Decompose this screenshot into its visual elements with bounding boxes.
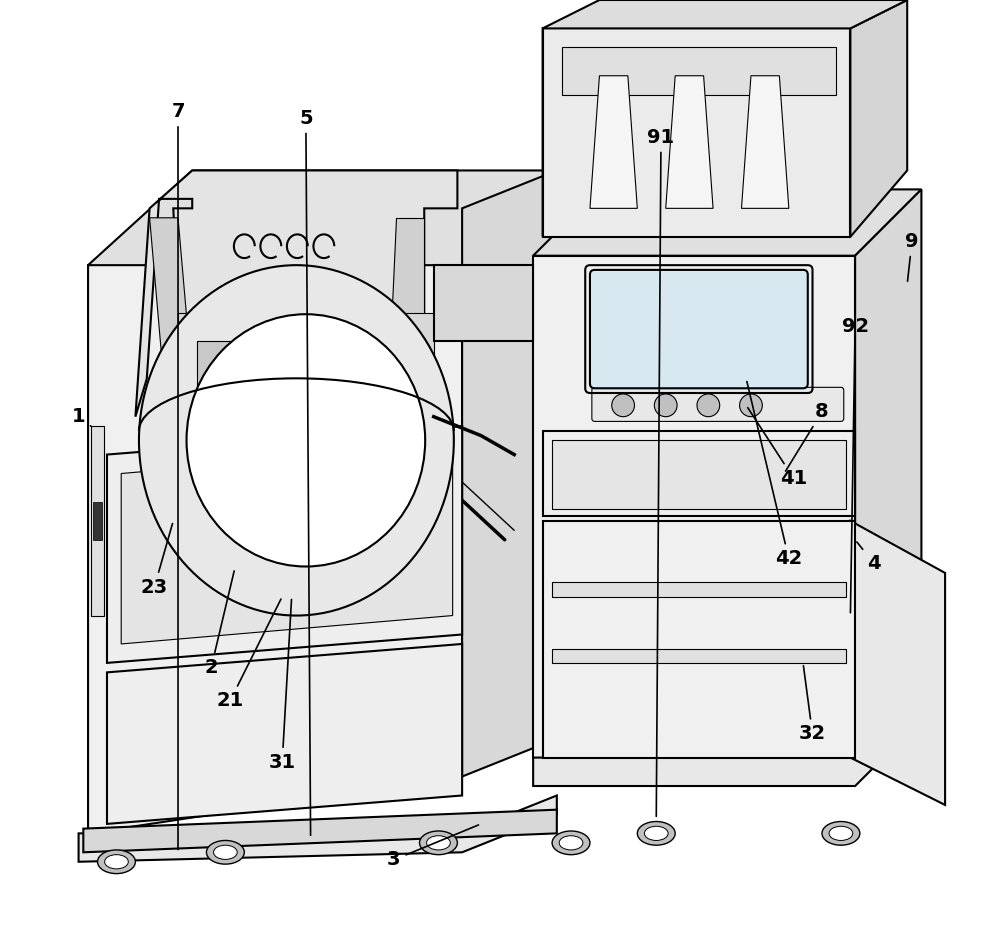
Polygon shape [562,47,836,95]
Polygon shape [850,0,907,237]
Text: 1: 1 [72,407,91,426]
Text: 7: 7 [171,102,185,849]
Ellipse shape [644,826,668,841]
Ellipse shape [214,845,237,860]
Text: 8: 8 [786,402,829,471]
Ellipse shape [206,841,244,864]
Text: 4: 4 [857,542,881,573]
Polygon shape [533,256,855,758]
Text: 9: 9 [905,232,919,281]
Circle shape [697,394,720,417]
Ellipse shape [139,265,454,616]
Text: 91: 91 [647,128,675,816]
FancyBboxPatch shape [590,270,808,388]
Text: 42: 42 [747,382,802,568]
Polygon shape [855,189,921,758]
Ellipse shape [829,826,853,841]
Polygon shape [590,76,637,208]
Polygon shape [543,0,907,28]
Text: 23: 23 [141,524,173,597]
Text: 21: 21 [216,599,281,710]
Text: 92: 92 [842,317,869,613]
Ellipse shape [559,836,583,850]
Polygon shape [741,76,789,208]
Polygon shape [462,170,557,777]
Polygon shape [552,582,846,597]
Ellipse shape [420,831,457,854]
Polygon shape [552,649,846,663]
Ellipse shape [427,836,450,850]
Text: 31: 31 [269,599,296,772]
Circle shape [654,394,677,417]
Polygon shape [386,218,424,436]
Ellipse shape [98,850,135,873]
Polygon shape [543,431,855,516]
Polygon shape [434,265,533,341]
Text: 32: 32 [799,666,826,743]
Circle shape [612,394,634,417]
Polygon shape [543,521,855,758]
Polygon shape [543,28,599,237]
Polygon shape [93,502,102,540]
Polygon shape [850,521,945,805]
Polygon shape [533,691,921,786]
Polygon shape [150,218,197,436]
Polygon shape [552,440,846,509]
Ellipse shape [552,831,590,854]
Circle shape [740,394,762,417]
Polygon shape [135,170,457,417]
Polygon shape [197,341,311,426]
Text: 3: 3 [387,825,478,869]
Polygon shape [666,76,713,208]
Polygon shape [83,810,557,852]
Text: 41: 41 [748,407,807,488]
Polygon shape [88,208,462,833]
Polygon shape [543,28,850,237]
FancyBboxPatch shape [592,387,844,421]
Text: 5: 5 [299,109,313,835]
Polygon shape [79,795,557,862]
Polygon shape [533,189,921,256]
Ellipse shape [822,821,860,846]
Polygon shape [121,445,453,644]
Ellipse shape [637,821,675,846]
Polygon shape [107,426,462,663]
Ellipse shape [105,854,128,869]
Polygon shape [88,170,557,265]
Polygon shape [91,426,104,616]
Ellipse shape [187,314,425,566]
Text: 2: 2 [204,571,234,677]
Polygon shape [107,644,462,824]
Polygon shape [178,313,434,407]
